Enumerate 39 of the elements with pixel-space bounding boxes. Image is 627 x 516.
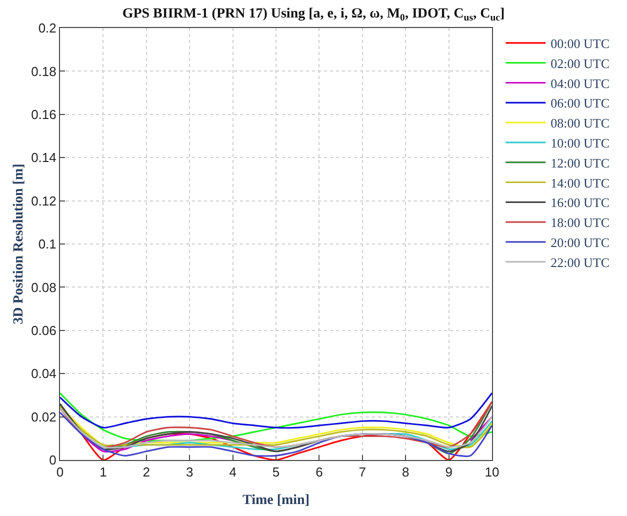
- legend-label: 00:00 UTC: [550, 36, 610, 52]
- legend-label: 12:00 UTC: [550, 155, 610, 170]
- y-tick-label: 0.2: [38, 20, 56, 36]
- y-tick-label: 0.06: [31, 322, 56, 338]
- y-tick-label: 0.12: [31, 193, 56, 208]
- y-tick-label: 0.16: [31, 106, 56, 122]
- x-tick-label: 1: [100, 464, 107, 480]
- x-axis-title: Time [min]: [242, 492, 310, 508]
- legend-label: 22:00 UTC: [550, 254, 610, 270]
- y-tick-label: 0: [49, 452, 56, 468]
- legend-label: 10:00 UTC: [550, 136, 610, 151]
- legend-label: 08:00 UTC: [550, 116, 610, 131]
- y-tick-label: 0.04: [31, 366, 56, 382]
- x-tick-label: 8: [402, 464, 410, 480]
- legend-label: 14:00 UTC: [550, 175, 610, 190]
- y-axis-title: 3D Position Resolution [m]: [12, 164, 27, 324]
- y-tick-label: 0.14: [31, 150, 56, 166]
- legend-label: 06:00 UTC: [550, 96, 610, 111]
- y-tick-label: 0.18: [31, 64, 56, 79]
- line-series: [60, 392, 492, 429]
- chart-title: GPS BIIRM-1 (PRN 17) Using [a, e, i, Ω, ω, M$_{0}$, IDOT, C$_{us}$, C$_{uc}$]: [122, 6, 505, 24]
- x-tick-label: 5: [272, 464, 280, 480]
- x-tick-label: 2: [142, 464, 150, 480]
- legend-label: 20:00 UTC: [550, 235, 610, 250]
- y-tick-label: 0.08: [31, 280, 56, 295]
- legend-label: 18:00 UTC: [550, 215, 610, 230]
- legend-label: 04:00 UTC: [550, 76, 610, 91]
- y-tick-label: 0.02: [31, 409, 56, 424]
- line-series: [60, 392, 492, 442]
- x-tick-label: 4: [229, 464, 236, 480]
- x-tick-label: 10: [484, 464, 500, 480]
- x-tick-label: 6: [316, 464, 323, 480]
- x-tick-label: 9: [445, 464, 452, 480]
- x-tick-label: 7: [358, 464, 366, 480]
- x-tick-label: 3: [186, 464, 194, 480]
- legend-label: 02:00 UTC: [550, 56, 610, 71]
- y-tick-label: 0.1: [38, 236, 56, 252]
- legend-label: 16:00 UTC: [550, 195, 610, 210]
- line-series: [60, 412, 492, 457]
